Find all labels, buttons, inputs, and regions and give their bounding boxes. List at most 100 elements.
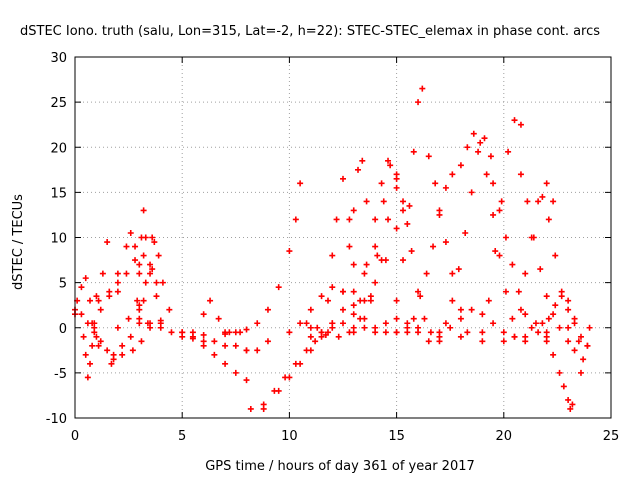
y-tick-label: 30: [50, 51, 67, 66]
data-point: [149, 266, 156, 273]
data-point: [509, 315, 516, 322]
data-point: [404, 220, 411, 227]
data-point: [575, 338, 582, 345]
data-point: [324, 329, 331, 336]
data-point: [106, 288, 113, 295]
data-point: [151, 239, 158, 246]
data-point: [114, 288, 121, 295]
data-point: [449, 297, 456, 304]
data-point: [539, 193, 546, 200]
series-4: [89, 252, 156, 327]
series-6: [110, 234, 156, 358]
data-point: [350, 311, 357, 318]
data-point: [415, 288, 422, 295]
data-point: [340, 175, 346, 182]
data-point: [307, 333, 314, 340]
data-point: [485, 297, 492, 304]
x-tick-label: 20: [496, 429, 513, 444]
series-5: [106, 229, 151, 327]
data-point: [232, 329, 239, 336]
data-point: [149, 234, 156, 241]
data-point: [247, 405, 254, 412]
data-point: [490, 180, 497, 187]
data-point: [492, 248, 499, 255]
data-point: [123, 243, 130, 250]
data-point: [95, 297, 102, 304]
series-3: [80, 239, 111, 381]
data-point: [556, 324, 563, 331]
data-point: [479, 311, 486, 318]
data-point: [97, 338, 104, 345]
data-point: [565, 297, 572, 304]
data-point: [314, 324, 321, 331]
series-38: [565, 306, 593, 363]
data-point: [297, 360, 304, 367]
data-point: [243, 326, 250, 333]
data-point: [147, 270, 154, 277]
data-point: [415, 99, 422, 106]
y-tick-label: 0: [59, 322, 67, 337]
data-point: [99, 270, 106, 277]
data-point: [93, 333, 100, 340]
data-point: [468, 189, 475, 196]
data-point: [136, 261, 143, 268]
data-point: [359, 157, 366, 164]
data-point: [127, 333, 134, 340]
data-point: [419, 85, 426, 92]
series-28: [425, 153, 471, 336]
data-point: [539, 320, 546, 327]
data-point: [93, 293, 100, 300]
data-point: [571, 347, 578, 354]
data-point: [153, 293, 160, 300]
data-point: [361, 270, 368, 277]
y-tick-label: 15: [50, 186, 67, 201]
data-point: [275, 387, 282, 394]
data-point: [87, 360, 94, 367]
data-point: [211, 338, 218, 345]
data-point: [393, 329, 400, 336]
data-point: [496, 252, 503, 259]
data-point: [350, 324, 357, 331]
data-point: [136, 270, 143, 277]
data-point: [382, 320, 389, 327]
data-point: [417, 293, 424, 300]
data-point: [335, 333, 342, 340]
data-point: [498, 198, 505, 205]
data-point: [207, 297, 214, 304]
data-point: [119, 342, 126, 349]
y-tick-label: 5: [59, 277, 67, 292]
axis-ticks: 0 5 10 15 20 25 -10 -5 0 5 10 15 20 25 30: [46, 51, 620, 444]
data-point: [147, 320, 154, 327]
data-point: [372, 329, 379, 336]
data-point: [260, 405, 267, 412]
data-point: [97, 306, 104, 313]
series-34: [517, 171, 572, 345]
data-point: [232, 342, 239, 349]
data-point: [477, 139, 484, 146]
series-22: [340, 157, 370, 295]
data-point: [487, 153, 494, 160]
data-point: [89, 342, 96, 349]
series-30: [457, 130, 516, 322]
data-point: [502, 234, 509, 241]
data-point: [436, 207, 443, 214]
data-point: [254, 320, 261, 327]
data-point: [528, 324, 535, 331]
data-point: [408, 248, 415, 255]
data-point: [556, 369, 563, 376]
data-point: [329, 252, 336, 259]
data-point: [586, 324, 593, 331]
data-point: [462, 229, 469, 236]
data-point: [496, 207, 503, 214]
data-point: [350, 302, 357, 309]
data-point: [500, 329, 507, 336]
data-point: [329, 284, 336, 291]
data-point: [410, 315, 417, 322]
data-point: [479, 329, 486, 336]
series-26: [393, 184, 434, 336]
data-point: [558, 288, 565, 295]
data-point: [517, 306, 524, 313]
data-point: [307, 347, 314, 354]
data-point: [457, 306, 464, 313]
